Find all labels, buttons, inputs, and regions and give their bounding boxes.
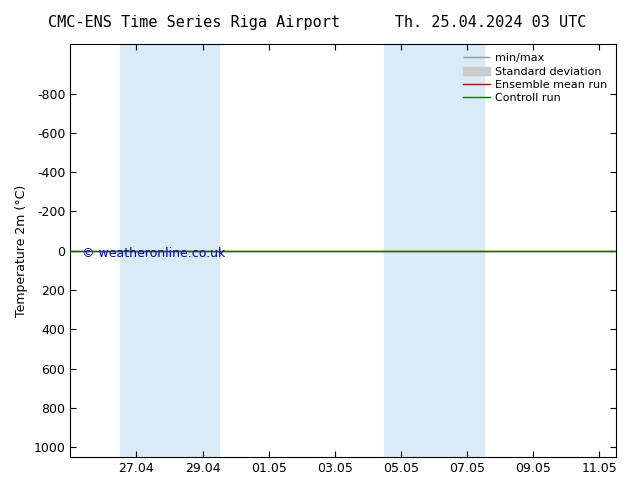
Legend: min/max, Standard deviation, Ensemble mean run, Controll run: min/max, Standard deviation, Ensemble me… — [459, 50, 611, 107]
Text: © weatheronline.co.uk: © weatheronline.co.uk — [82, 246, 225, 260]
Y-axis label: Temperature 2m (°C): Temperature 2m (°C) — [15, 185, 28, 317]
Bar — [384, 45, 484, 457]
Text: CMC-ENS Time Series Riga Airport      Th. 25.04.2024 03 UTC: CMC-ENS Time Series Riga Airport Th. 25.… — [48, 15, 586, 30]
Bar — [120, 45, 219, 457]
